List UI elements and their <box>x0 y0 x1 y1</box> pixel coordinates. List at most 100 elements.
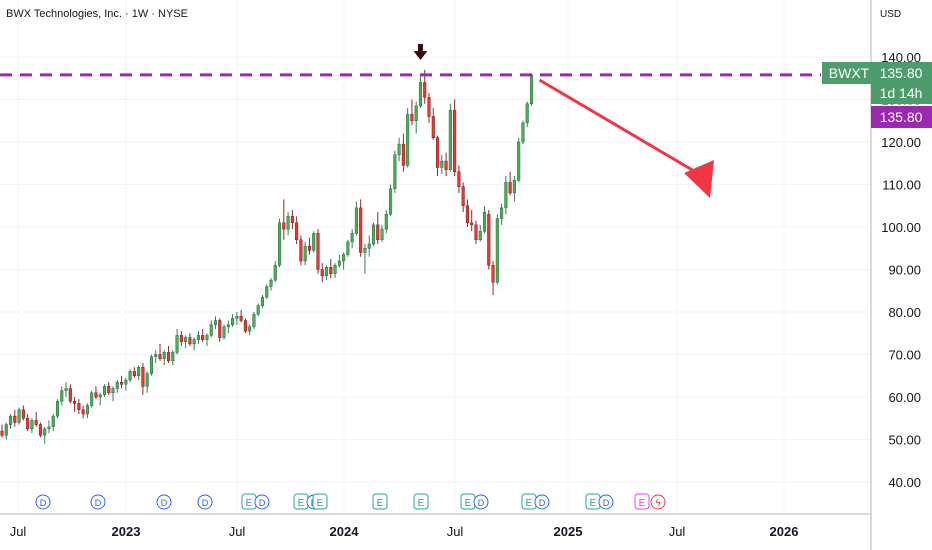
candle-down <box>21 409 25 419</box>
candle-down <box>120 381 124 385</box>
event-markers: DDDDEDEDEEEEDEDEDEϟ <box>35 493 666 510</box>
candle-up <box>248 326 252 332</box>
candle-down <box>81 409 85 415</box>
projection-arrow-line <box>538 78 707 180</box>
candle-up <box>286 216 290 230</box>
time-tick-label: Jul <box>229 524 246 539</box>
candle-down <box>239 316 243 321</box>
price-tick-label: 70.00 <box>888 348 921 363</box>
price-tick-label: 50.00 <box>888 433 921 448</box>
candle-up <box>162 352 166 359</box>
candle-down <box>0 430 4 436</box>
candle-up <box>367 243 371 249</box>
candle-up <box>495 218 499 283</box>
candle-up <box>17 409 21 423</box>
candle-up <box>312 233 316 251</box>
price-tick-label: 80.00 <box>888 305 921 320</box>
time-tick-label: Jul <box>447 524 464 539</box>
candle-up <box>64 388 68 391</box>
candle-up <box>175 335 179 353</box>
candle-down <box>299 239 303 262</box>
split-marker-glyph: ϟ <box>655 498 661 509</box>
dividend-marker <box>90 494 106 510</box>
dividend-marker-letter: D <box>603 498 610 508</box>
candle-up <box>397 143 401 155</box>
candle-up <box>346 241 350 255</box>
candle-down <box>465 205 469 223</box>
candle-up <box>60 390 64 402</box>
candle-down <box>13 415 17 423</box>
candle-up <box>529 74 534 104</box>
candle-up <box>273 265 277 281</box>
projection-arrow-head <box>684 160 714 198</box>
candle-down <box>431 116 435 138</box>
candle-down <box>427 97 431 117</box>
price-tick-label: 100.00 <box>881 220 921 235</box>
earnings-marker-letter: E <box>590 498 597 509</box>
candle-up <box>85 405 89 415</box>
candle-up <box>209 324 213 336</box>
candle-up <box>363 248 367 253</box>
candle-down <box>73 401 77 404</box>
candle-down <box>218 320 222 338</box>
earnings-marker-letter: E <box>298 498 305 509</box>
candle-down <box>132 371 136 376</box>
candle-up <box>192 339 196 345</box>
dividend-marker-letter: D <box>478 498 485 508</box>
candle-up <box>149 356 153 374</box>
time-tick-label: 2023 <box>112 524 141 539</box>
candle-down <box>474 224 478 240</box>
candle-down <box>158 354 162 359</box>
earnings-marker-letter: E <box>377 498 384 509</box>
countdown-text: 1d 14h <box>880 85 923 101</box>
grid <box>0 0 871 510</box>
candle-down <box>453 109 457 172</box>
candle-down <box>243 320 247 332</box>
candle-down <box>359 207 363 253</box>
candle-up <box>512 180 516 194</box>
ticker-badge-text: BWXT <box>829 65 870 81</box>
line-price-badge <box>871 106 932 128</box>
line-price-text: 135.80 <box>880 109 923 125</box>
candle-up <box>124 379 128 385</box>
candle-down <box>444 160 448 170</box>
candle-up <box>98 394 102 398</box>
candle-up <box>128 371 132 381</box>
symbol-title: BWX Technologies, Inc. · 1W · NYSE <box>6 8 188 20</box>
candle-up <box>324 267 329 277</box>
candle-up <box>111 388 115 393</box>
dividend-marker <box>197 494 213 510</box>
candle-down <box>166 352 171 362</box>
price-tick-label: 90.00 <box>888 263 921 278</box>
candles <box>0 69 534 444</box>
candle-up <box>448 109 452 170</box>
upcoming-earnings-marker <box>634 493 650 510</box>
peak-arrow-head <box>413 51 428 60</box>
candle-up <box>115 381 119 389</box>
dividend-marker-letter: D <box>40 498 47 508</box>
candle-down <box>38 424 42 436</box>
candle-up <box>278 222 282 266</box>
candle-down <box>107 386 111 393</box>
candle-up <box>4 424 8 436</box>
candle-up <box>342 254 346 262</box>
candle-up <box>137 367 141 376</box>
candle-up <box>333 265 337 274</box>
candle-up <box>414 105 418 121</box>
time-tick-label: 2024 <box>330 524 360 539</box>
candle-up <box>303 245 307 262</box>
candle-down <box>457 171 461 187</box>
price-tick-label: 140.00 <box>881 50 921 65</box>
time-tick-label: Jul <box>10 524 27 539</box>
price-tick-label: 120.00 <box>881 135 921 150</box>
ticker-badge <box>822 62 876 84</box>
candle-up <box>371 224 376 245</box>
candle-down <box>26 418 30 430</box>
candle-down <box>487 214 491 266</box>
earnings-marker-letter: E <box>526 498 533 509</box>
candle-up <box>500 207 504 219</box>
earnings-marker-letter: E <box>246 498 253 509</box>
